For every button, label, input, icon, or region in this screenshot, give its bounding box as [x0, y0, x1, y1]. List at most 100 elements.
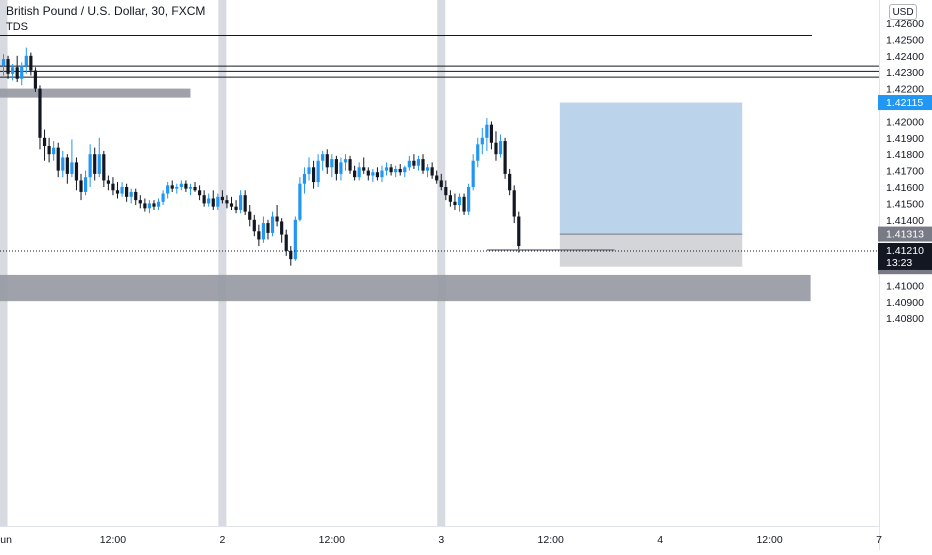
candle-body	[252, 219, 256, 232]
candle-body	[485, 124, 489, 138]
candle-body	[462, 196, 466, 212]
candle-body	[197, 190, 202, 196]
candle-body	[93, 154, 97, 174]
candle-body	[517, 216, 521, 247]
candle-body	[129, 191, 133, 197]
candle-body	[115, 190, 120, 194]
candle-body	[375, 172, 380, 178]
candle-body	[134, 191, 138, 201]
candle-body	[143, 203, 147, 209]
current-price-line	[0, 249, 879, 252]
candle-body	[357, 167, 361, 178]
price-tick-label: 1.42300	[886, 67, 924, 79]
candle-body	[421, 159, 425, 171]
price-tick-label: 1.41800	[886, 149, 924, 161]
candle-body	[79, 180, 83, 192]
price-tick-label: 1.41000	[886, 280, 924, 292]
candle-body	[425, 167, 430, 171]
candle-body	[11, 67, 15, 74]
candle-body	[512, 190, 516, 217]
candle-body	[476, 144, 480, 161]
time-tick-label: 12:00	[319, 534, 345, 546]
candle-body	[239, 195, 243, 210]
candle-body	[389, 167, 393, 173]
candle-body	[175, 187, 179, 189]
candle-body	[380, 170, 384, 178]
session-separator	[0, 0, 8, 526]
candle-body	[480, 137, 484, 145]
price-tick-label: 1.41500	[886, 198, 924, 210]
session-separators	[0, 0, 446, 526]
candle-body	[56, 147, 60, 171]
price-tick-label: 1.42500	[886, 34, 924, 46]
candle-body	[339, 162, 343, 174]
session-separator	[218, 0, 227, 526]
time-tick-label: 2	[219, 534, 225, 546]
candle-body	[266, 223, 270, 233]
candle-body	[298, 183, 302, 220]
candle-body	[29, 55, 33, 71]
current-price-countdown: 13:23	[886, 257, 912, 269]
price-tick-label: 1.42600	[886, 18, 924, 30]
candle-body	[270, 216, 275, 233]
time-axis-background	[0, 526, 879, 550]
price-tick-label: 1.40800	[886, 313, 924, 325]
candle-body	[394, 168, 398, 173]
candle-body	[20, 65, 24, 79]
symbol-title: British Pound / U.S. Dollar, 30, FXCM	[6, 4, 206, 18]
candle-body	[330, 159, 334, 168]
candle-body	[88, 154, 92, 178]
candle-body	[225, 200, 229, 204]
time-tick-label: 12:00	[538, 534, 564, 546]
current-price-label: 1.41210	[886, 245, 924, 257]
target-price-label: 1.42115	[886, 97, 923, 109]
candle-body	[321, 154, 325, 161]
candle-body	[316, 160, 320, 183]
candle-body	[6, 59, 10, 74]
price-axis[interactable]: 1.42600 1.42500 1.42400 1.42300 1.42200 1.420…	[879, 0, 932, 550]
currency-button[interactable]: USD	[889, 4, 917, 20]
current-price-label-background	[878, 242, 932, 270]
supply-zone	[0, 88, 191, 98]
candle-body	[261, 223, 266, 240]
candle-body	[1, 59, 6, 66]
time-axis[interactable]: Jun 12:00 2 12:00 3 12:00 4 12:00 7	[0, 526, 882, 550]
candle-body	[111, 183, 115, 191]
candle-body	[74, 162, 79, 181]
candle-body	[97, 154, 101, 174]
candle-body	[371, 172, 375, 176]
candle-body	[125, 187, 129, 197]
candle-body	[412, 160, 416, 166]
candle-body	[407, 160, 411, 168]
long-position-tool[interactable]	[559, 102, 743, 267]
price-axis-background	[879, 0, 932, 550]
time-tick-label: 12:00	[100, 534, 126, 546]
candle-body	[444, 187, 448, 196]
candle-body	[289, 250, 293, 260]
candle-body	[229, 203, 234, 207]
candle-body	[275, 216, 279, 222]
candle-body	[280, 221, 284, 235]
candle-body	[202, 195, 206, 204]
target-area	[559, 102, 743, 235]
candle-body	[366, 170, 370, 176]
candle-body	[38, 88, 42, 138]
candle-body	[147, 203, 152, 209]
candle-body	[33, 70, 38, 89]
session-separator	[437, 0, 446, 526]
candle-body	[257, 231, 261, 240]
candle-body	[503, 141, 507, 174]
zones	[0, 88, 811, 302]
price-tick-label: 1.41600	[886, 182, 924, 194]
price-tick-label: 1.42400	[886, 51, 924, 63]
candle-body	[120, 187, 124, 194]
candle-body	[457, 196, 462, 206]
indicator-label: TDS	[6, 21, 28, 33]
time-tick-label: 3	[438, 534, 444, 546]
demand-zone	[0, 274, 811, 302]
candle-body	[65, 157, 69, 174]
candle-body	[24, 55, 28, 66]
